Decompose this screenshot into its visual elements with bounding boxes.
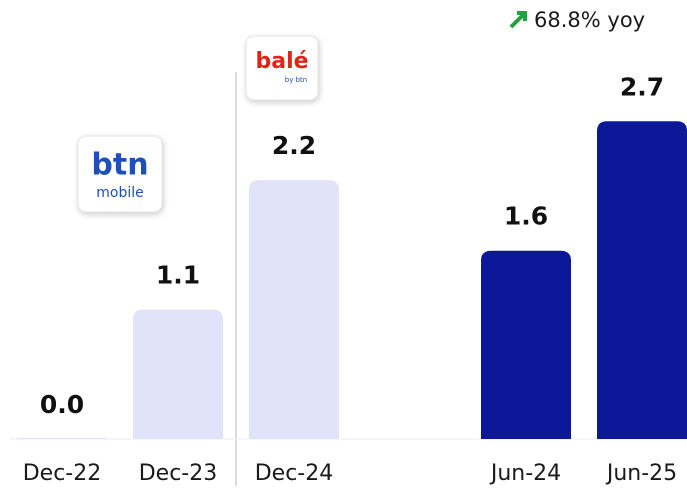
bar (481, 250, 571, 439)
bar (597, 121, 687, 440)
logo-box (245, 35, 319, 101)
value-label: 2.2 (272, 131, 316, 160)
logo-btn: btn mobile (77, 135, 163, 213)
logo-text: btn (91, 148, 148, 183)
up-arrow (509, 11, 527, 29)
value-label: 1.6 (504, 202, 548, 231)
x-tick-label: Dec-23 (139, 461, 218, 486)
logo-subtext: mobile (96, 185, 143, 201)
logo-text: balé (255, 49, 308, 74)
value-label: 0.0 (40, 390, 84, 419)
value-label: 2.7 (620, 72, 664, 101)
logo-box (77, 135, 163, 213)
bar (17, 438, 107, 439)
yoy-text: 68.8% yoy (534, 8, 645, 32)
logo-subtext: by btn (285, 76, 307, 84)
logo-bale: balé by btn (245, 35, 319, 101)
x-tick-label: Dec-22 (23, 461, 102, 486)
x-tick-label: Jun-25 (605, 461, 677, 486)
value-label: 1.1 (156, 261, 200, 290)
x-tick-label: Dec-24 (255, 461, 334, 486)
bar (133, 309, 223, 439)
annotation: 68.8% yoy (509, 8, 645, 32)
bar (249, 180, 339, 439)
x-tick-label: Jun-24 (489, 461, 561, 486)
